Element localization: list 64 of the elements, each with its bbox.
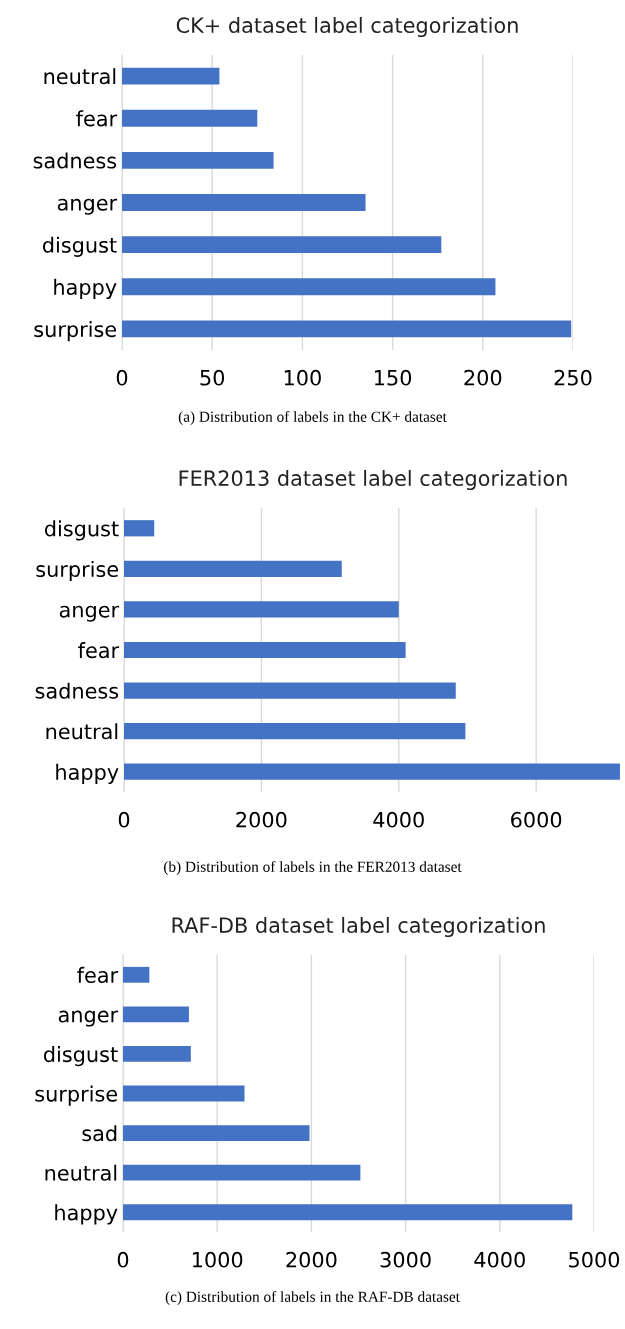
y-tick-label: surprise bbox=[36, 560, 119, 582]
chart-title: FER2013 dataset label categorization bbox=[179, 469, 567, 491]
y-tick-label: disgust bbox=[44, 520, 119, 541]
y-tick-label: neutral bbox=[45, 1164, 117, 1181]
bar bbox=[123, 1085, 245, 1102]
x-tick-label: 6000 bbox=[511, 811, 562, 828]
bar bbox=[123, 1164, 361, 1181]
bar bbox=[122, 67, 220, 85]
text: (a) Distribution of labels in the CK+ dataset bbox=[178, 410, 447, 426]
y-tick-label: neutral bbox=[44, 68, 116, 85]
x-tick-label: 4000 bbox=[474, 1251, 525, 1268]
bar bbox=[123, 1125, 310, 1141]
y-tick-label: happy bbox=[56, 763, 119, 784]
y-tick-label: anger bbox=[59, 605, 120, 622]
y-tick-label: fear bbox=[76, 110, 118, 127]
x-tick-label: 1000 bbox=[192, 1251, 243, 1268]
bar bbox=[124, 723, 466, 740]
y-tick-label: happy bbox=[54, 278, 117, 300]
y-tick-label: disgust bbox=[43, 1046, 118, 1067]
x-tick-label: 50 bbox=[200, 369, 225, 386]
bar bbox=[124, 601, 399, 618]
bar bbox=[122, 236, 442, 254]
y-tick-label: sad bbox=[82, 1125, 117, 1142]
x-tick-label: 3000 bbox=[380, 1251, 431, 1268]
x-tick-label: 2000 bbox=[286, 1251, 337, 1268]
y-tick-label: sadness bbox=[33, 152, 117, 169]
bar bbox=[123, 1006, 189, 1023]
text: (b) Distribution of labels in the FER2013 dataset bbox=[164, 860, 462, 876]
bar bbox=[124, 560, 342, 577]
x-tick-label: 4000 bbox=[373, 811, 424, 828]
x-tick-label: 2000 bbox=[236, 811, 287, 828]
y-tick-label: happy bbox=[55, 1204, 118, 1225]
bar bbox=[124, 682, 456, 699]
bar bbox=[124, 641, 406, 659]
x-tick-label: 0 bbox=[116, 369, 128, 386]
x-tick-label: 0 bbox=[118, 811, 130, 828]
bar bbox=[122, 278, 496, 296]
bar bbox=[123, 1204, 573, 1221]
bar bbox=[122, 109, 258, 127]
chart-title: RAF-DB dataset label categorization bbox=[172, 916, 545, 938]
chart-title: CK+ dataset label categorization bbox=[176, 16, 518, 38]
y-tick-label: anger bbox=[57, 198, 118, 215]
bar bbox=[122, 194, 366, 211]
text: (c) Distribution of labels in the RAF-DB dataset bbox=[165, 1290, 460, 1306]
x-tick-label: 150 bbox=[375, 369, 412, 386]
y-tick-label: fear bbox=[78, 642, 120, 659]
x-tick-label: 250 bbox=[554, 369, 592, 386]
y-tick-label: disgust bbox=[42, 236, 117, 257]
x-tick-label: 200 bbox=[464, 369, 502, 386]
bar bbox=[124, 763, 620, 780]
y-tick-label: fear bbox=[77, 966, 119, 983]
x-tick-label: 100 bbox=[284, 369, 321, 386]
y-tick-label: surprise bbox=[34, 321, 117, 342]
bar bbox=[123, 1046, 191, 1062]
y-tick-label: surprise bbox=[35, 1085, 118, 1106]
bar bbox=[122, 320, 572, 338]
y-tick-label: neutral bbox=[46, 723, 118, 740]
bar bbox=[123, 966, 150, 983]
x-tick-label: 5000 bbox=[569, 1251, 620, 1268]
y-tick-label: sadness bbox=[35, 682, 119, 699]
bar bbox=[122, 151, 274, 169]
x-tick-label: 0 bbox=[117, 1251, 129, 1268]
y-tick-label: anger bbox=[58, 1010, 119, 1027]
bar bbox=[124, 520, 155, 537]
